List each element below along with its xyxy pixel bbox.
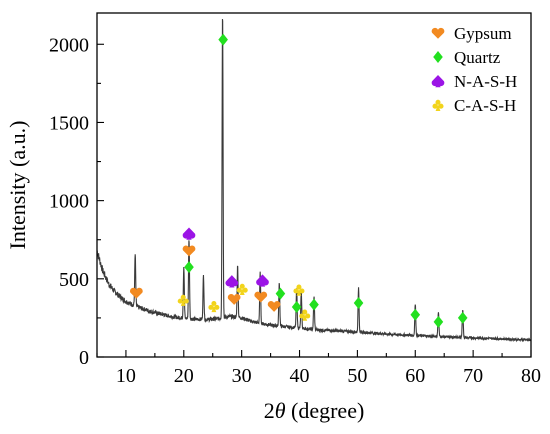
legend-label: Quartz [454, 48, 501, 67]
y-axis-title: Intensity (a.u.) [5, 121, 30, 250]
y-axis: 0 500 1000 1500 2000 [49, 34, 104, 369]
spade-marker [431, 75, 445, 88]
spade-marker [225, 275, 239, 288]
diffraction-pattern-line [97, 19, 531, 343]
diamond-marker [353, 297, 364, 310]
legend-entry: Gypsum [431, 24, 512, 43]
x-tick-label: 10 [116, 365, 136, 387]
y-tick-label: 0 [79, 347, 89, 369]
x-tick-label: 20 [174, 365, 194, 387]
club-marker [299, 309, 311, 321]
x-tick-label: 30 [232, 365, 252, 387]
spade-marker [182, 227, 196, 240]
diamond-marker [275, 287, 286, 300]
heart-marker [267, 301, 281, 312]
diamond-marker [309, 298, 319, 311]
x-tick-label: 50 [347, 365, 367, 387]
diamond-marker [291, 300, 302, 313]
x-axis: 10 20 30 40 50 60 70 80 [96, 350, 541, 387]
heart-marker [431, 27, 445, 39]
x-tick-label: 80 [521, 365, 541, 387]
plot-frame [96, 12, 532, 358]
diamond-marker [433, 51, 443, 63]
heart-marker [254, 291, 268, 303]
y-tick-label: 500 [59, 269, 89, 291]
x-axis-title: 2θ (degree) [264, 398, 365, 423]
y-tick-label: 1500 [49, 112, 89, 134]
y-tick-label: 2000 [49, 34, 89, 56]
spade-marker [256, 274, 269, 287]
legend: Gypsum Quartz N-A-S-H C-A-S-H [431, 24, 517, 115]
legend-label: N-A-S-H [454, 72, 517, 91]
x-tick-label: 70 [463, 365, 483, 387]
diamond-marker [218, 33, 228, 46]
heart-marker [182, 245, 196, 257]
club-marker [293, 284, 305, 296]
heart-marker [227, 293, 241, 305]
legend-entry: C-A-S-H [432, 96, 516, 115]
x-tick-label: 60 [405, 365, 425, 387]
x-tick-label: 40 [290, 365, 310, 387]
heart-marker [129, 287, 143, 299]
club-marker [432, 99, 444, 111]
club-marker [177, 294, 189, 306]
club-marker [208, 300, 220, 313]
legend-label: Gypsum [454, 24, 512, 43]
club-marker [236, 283, 248, 295]
phase-markers [129, 33, 468, 328]
diamond-marker [184, 261, 194, 274]
diamond-marker [457, 311, 468, 324]
diamond-marker [410, 308, 421, 321]
y-tick-label: 1000 [49, 191, 89, 213]
legend-entry: Quartz [433, 48, 501, 67]
legend-label: C-A-S-H [454, 96, 516, 115]
diamond-marker [433, 315, 444, 328]
legend-entry: N-A-S-H [431, 72, 517, 91]
